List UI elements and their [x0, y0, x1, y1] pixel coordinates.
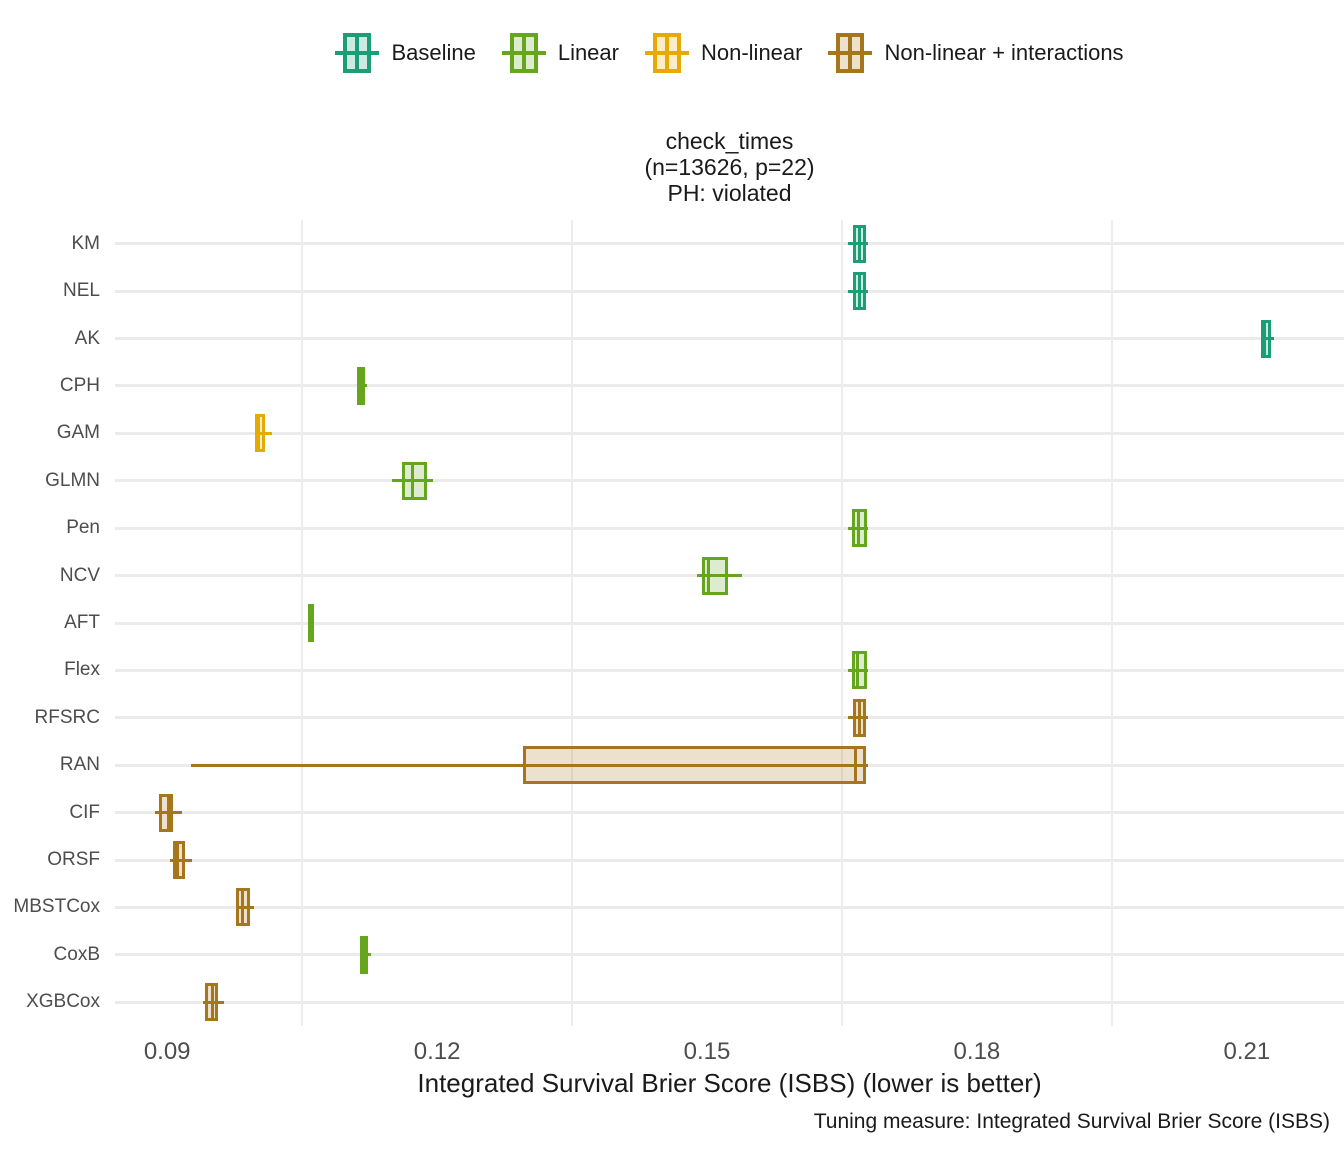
- h-gridline-ak: [115, 337, 1344, 341]
- box-ncv: [701, 556, 728, 595]
- h-gridline-aft: [115, 621, 1344, 625]
- h-gridline-orsf: [115, 858, 1344, 862]
- v-gridline-0.165: [840, 220, 843, 1026]
- box-flex: [851, 651, 868, 690]
- median-ak: [1263, 319, 1267, 358]
- h-gridline-rfsrc: [115, 716, 1344, 720]
- boxplot-key-icon: [644, 30, 689, 76]
- median-glmn: [411, 461, 415, 500]
- plot-title: check_times (n=13626, p=22) PH: violated: [115, 128, 1344, 206]
- median-km: [857, 224, 861, 263]
- h-gridline-nel: [115, 289, 1344, 293]
- whisker-mbstcox: [235, 905, 254, 909]
- v-gridline-0.105: [301, 220, 304, 1026]
- median-cif: [166, 793, 170, 832]
- median-mbstcox: [241, 888, 245, 927]
- y-axis-label-orsf: ORSF: [47, 849, 100, 871]
- median-gam: [257, 414, 261, 453]
- x-tick-label-0.15: 0.15: [683, 1038, 731, 1065]
- median-ran: [853, 746, 857, 785]
- median-cph: [359, 366, 363, 405]
- y-axis-label-glmn: GLMN: [45, 469, 100, 491]
- legend-label: Baseline: [391, 40, 476, 65]
- h-gridline-coxb: [115, 953, 1344, 957]
- y-axis-label-ran: RAN: [59, 754, 100, 776]
- h-gridline-glmn: [115, 479, 1344, 483]
- legend: Baseline Linear Non-linear Non-linear + int…: [115, 28, 1344, 78]
- x-tick-label-0.21: 0.21: [1223, 1038, 1271, 1065]
- whisker-ncv: [697, 574, 743, 578]
- median-flex: [855, 651, 859, 690]
- boxplot-key-icon: [828, 30, 873, 76]
- key-median: [664, 37, 669, 69]
- h-gridline-xgbcox: [115, 1000, 1344, 1004]
- whisker-ak: [1261, 337, 1274, 341]
- v-gridline-0.195: [1110, 220, 1113, 1026]
- y-axis-label-cif: CIF: [69, 801, 100, 823]
- y-axis-label-aft: AFT: [64, 612, 100, 633]
- title-line-2: (n=13626, p=22): [644, 154, 815, 180]
- whisker-ran: [190, 763, 869, 767]
- y-axis-label-nel: NEL: [63, 280, 100, 302]
- h-gridline-km: [115, 242, 1344, 246]
- x-tick-label-0.12: 0.12: [413, 1038, 461, 1065]
- key-median: [355, 37, 360, 69]
- y-axis-label-gam: GAM: [56, 422, 100, 444]
- median-aft: [307, 604, 311, 642]
- box-cif: [159, 793, 174, 832]
- y-axis-label-xgbcox: XGBCox: [26, 991, 100, 1013]
- key-median: [521, 37, 526, 69]
- y-axis-label-pen: Pen: [66, 517, 100, 539]
- box-glmn: [402, 461, 428, 500]
- legend-item-baseline: Baseline: [335, 30, 476, 76]
- box-ran: [523, 746, 867, 785]
- y-axis-label-ak: AK: [74, 327, 100, 349]
- plot-panel: [115, 220, 1344, 1026]
- plot-caption: Tuning measure: Integrated Survival Brie…: [813, 1110, 1330, 1133]
- y-axis-label-cph: CPH: [59, 374, 100, 396]
- y-axis-label-flex: Flex: [64, 659, 100, 681]
- median-coxb: [361, 935, 365, 974]
- y-axis-label-mbstcox: MBSTCox: [13, 896, 100, 918]
- h-gridline-pen: [115, 526, 1344, 530]
- h-gridline-gam: [115, 431, 1344, 435]
- median-orsf: [176, 841, 180, 880]
- legend-item-non-linear-interactions: Non-linear + interactions: [828, 30, 1124, 76]
- median-ncv: [707, 556, 711, 595]
- boxplot-key-icon: [335, 30, 380, 76]
- legend-item-linear: Linear: [501, 30, 619, 76]
- h-gridline-flex: [115, 668, 1344, 672]
- x-tick-label-0.18: 0.18: [953, 1038, 1001, 1065]
- legend-label: Linear: [557, 40, 619, 65]
- v-gridline-0.135: [571, 220, 574, 1026]
- median-xgbcox: [210, 983, 214, 1022]
- median-nel: [857, 272, 861, 311]
- h-gridline-cif: [115, 811, 1344, 815]
- legend-label: Non-linear: [700, 40, 803, 65]
- h-gridline-cph: [115, 384, 1344, 388]
- boxplot-key-icon: [501, 30, 546, 76]
- y-axis-label-coxb: CoxB: [53, 943, 100, 965]
- whisker-orsf: [169, 858, 193, 862]
- title-line-1: check_times: [665, 128, 794, 154]
- x-tick-label-0.09: 0.09: [143, 1038, 191, 1065]
- median-rfsrc: [857, 698, 861, 737]
- title-line-3: PH: violated: [667, 180, 792, 206]
- legend-item-non-linear: Non-linear: [644, 30, 803, 76]
- legend-label: Non-linear + interactions: [884, 40, 1124, 65]
- x-axis-title: Integrated Survival Brier Score (ISBS) (…: [417, 1068, 1042, 1098]
- key-median: [848, 37, 853, 69]
- median-pen: [856, 509, 860, 548]
- y-axis-label-km: KM: [71, 232, 101, 254]
- h-gridline-mbstcox: [115, 905, 1344, 909]
- y-axis-label-ncv: NCV: [59, 564, 100, 586]
- y-axis-label-rfsrc: RFSRC: [34, 706, 100, 728]
